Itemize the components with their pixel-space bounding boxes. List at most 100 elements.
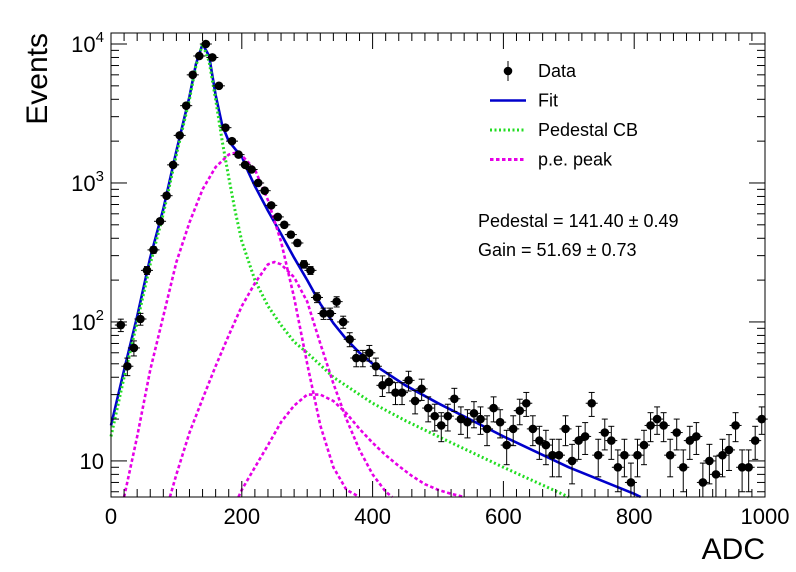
chart-marks [109,39,768,499]
data-point [199,39,212,49]
data-point [382,372,395,394]
data-point [232,150,245,159]
data-marker [208,53,217,62]
legend-label: p.e. peak [538,150,613,170]
data-marker [508,424,518,434]
data-marker [724,445,734,455]
data-point [638,429,651,466]
data-point [435,412,448,443]
data-point [651,406,664,435]
data-point [546,438,559,478]
fit-stats: Pedestal = 141.40 ± 0.49 Gain = 51.69 ± … [478,211,679,260]
data-point [513,398,526,426]
data-marker [214,81,224,91]
data-point [448,387,461,412]
data-marker [260,186,269,195]
data-point [539,429,552,466]
data-point [147,245,160,255]
data-point [369,357,382,377]
data-marker [469,409,479,418]
data-point [265,201,278,210]
data-point [422,396,435,423]
data-point [605,425,618,460]
data-marker [528,424,538,434]
data-point [304,266,317,275]
data-marker [345,335,355,344]
x-tick-label: 400 [354,504,391,529]
data-point [657,412,670,443]
data-marker [384,377,394,387]
data-marker [620,450,629,460]
data-marker [463,417,472,427]
data-point [415,378,428,401]
data-point [592,438,605,478]
legend-item: Data [503,61,577,81]
data-point [474,406,487,435]
data-point [127,340,140,357]
data-marker [607,436,616,445]
series-pedestal-cb-line [109,42,570,499]
data-marker [299,259,309,269]
data-marker [718,450,727,460]
y-tick-label: 102 [71,307,104,335]
data-marker [692,432,701,441]
data-point [494,409,507,439]
data-point [350,349,363,368]
chart-axes: 0 200 400 600 800 1000 10 102 103 104 [71,29,789,529]
data-marker [181,101,191,110]
data-marker [659,421,668,430]
data-point [291,238,304,248]
data-point [180,101,193,110]
data-marker [705,456,714,466]
data-marker [319,309,328,318]
data-point [212,81,225,91]
series-p-e-peak-3-line [237,393,465,499]
data-point [552,438,565,478]
data-marker [397,388,407,397]
data-marker [541,440,551,450]
data-marker [247,165,256,174]
data-marker [561,424,570,434]
data-point [140,266,153,275]
data-marker [495,417,505,427]
data-point [428,403,441,432]
data-point [611,449,624,493]
data-point [396,382,409,406]
data-marker [266,201,276,210]
data-marker [136,314,145,324]
data-marker [665,450,675,460]
legend-label: Data [538,61,577,81]
legend-item: Fit [490,91,558,111]
data-point [284,230,297,239]
data-point [742,449,755,493]
data-marker [678,462,688,472]
data-point [559,415,572,447]
data-marker [221,123,230,132]
data-point [631,438,644,478]
data-point [258,186,271,195]
data-marker [155,216,165,226]
data-marker [227,136,237,146]
data-marker [698,478,708,487]
data-marker [652,414,662,424]
data-marker [188,70,198,80]
data-marker [593,450,603,460]
data-marker [129,343,139,353]
data-point [729,412,742,443]
data-marker [306,266,315,275]
data-point [572,425,585,460]
data-point [461,409,474,439]
gain-stat: Gain = 51.69 ± 0.73 [478,240,637,260]
x-tick-label: 0 [105,504,117,529]
data-marker [417,384,426,394]
data-marker [443,411,453,421]
data-marker [234,150,243,159]
data-point [206,53,219,62]
data-point [507,415,520,447]
data-point [356,349,369,368]
data-point [664,438,677,478]
data-marker [613,462,623,472]
data-point [749,425,762,460]
data-marker [391,388,400,397]
